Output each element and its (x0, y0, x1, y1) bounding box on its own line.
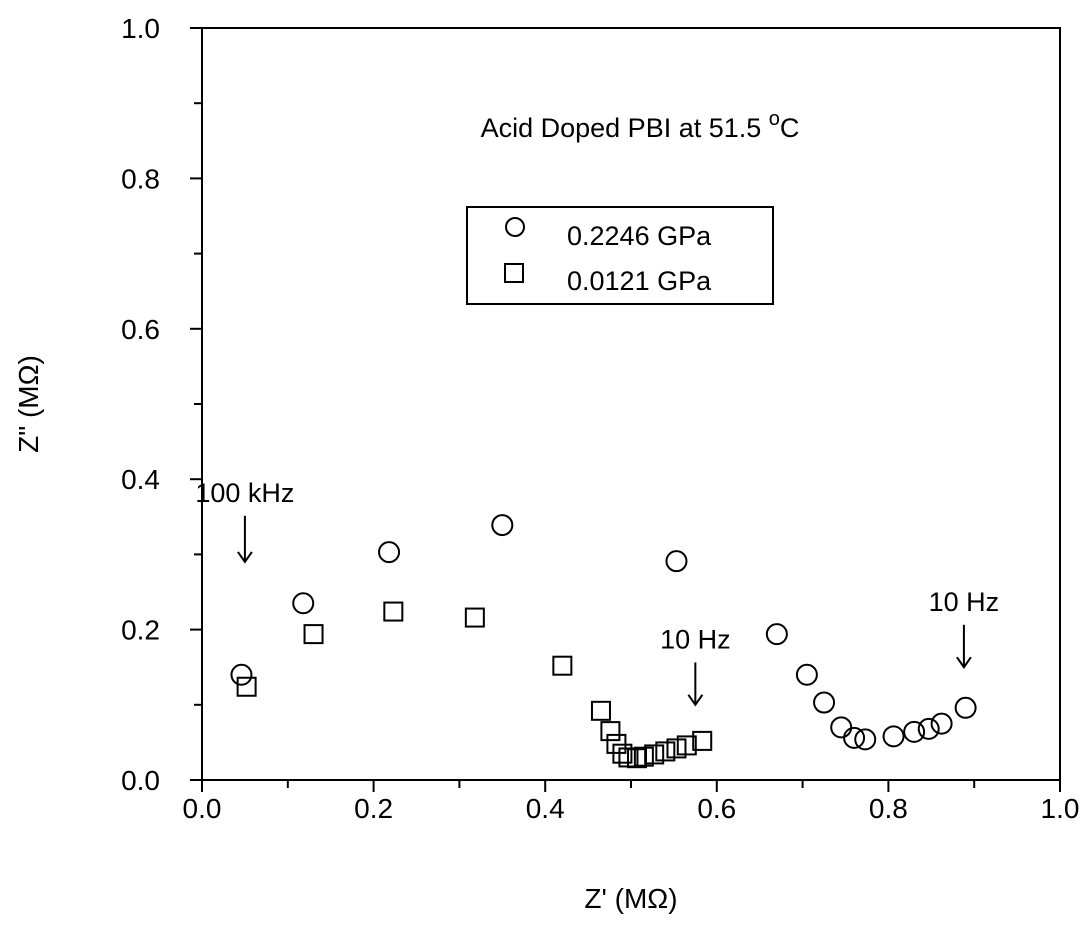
y-tick-labels: 0.0 0.2 0.4 0.6 0.8 1.0 (121, 13, 160, 796)
legend-square-marker (504, 263, 524, 283)
data-point-square (590, 700, 611, 721)
data-point-square (464, 607, 485, 628)
data-point-circle (491, 514, 514, 537)
x-tick-label: 1.0 (1041, 793, 1080, 824)
data-point-square (633, 746, 654, 767)
data-point-circle (930, 712, 953, 735)
x-tick-label: 0.8 (869, 793, 908, 824)
data-point-square (303, 624, 324, 645)
data-point-circle (292, 592, 315, 615)
data-point-circle (378, 541, 401, 564)
data-point-circle (954, 696, 977, 719)
data-point-square (236, 676, 257, 697)
y-axis-title: Z" (MΩ) (13, 355, 44, 453)
y-tick-label: 1.0 (121, 13, 160, 44)
data-point-circle (854, 728, 877, 751)
legend-label-series-1: 0.2246 GPa (567, 221, 712, 251)
series-circles (230, 514, 977, 751)
data-point-circle (230, 663, 253, 686)
x-tick-label: 0.0 (183, 793, 222, 824)
annotation-label: 10 Hz (929, 587, 1000, 617)
legend-circle-marker (505, 217, 525, 237)
data-point-circle (843, 726, 866, 749)
annotation-arrow-head (687, 694, 704, 707)
chart-title: Acid Doped PBI at 51.5 oC (481, 108, 800, 143)
y-tick-label: 0.6 (121, 314, 160, 345)
data-point-circle (903, 720, 926, 743)
data-point-circle (882, 725, 905, 748)
y-axis-ticks (190, 27, 202, 781)
data-point-square (552, 655, 573, 676)
chart-title-degree: o (769, 108, 780, 130)
data-point-circle (830, 716, 853, 739)
data-point-square (612, 743, 633, 764)
annotation-arrow-head (956, 656, 972, 669)
data-point-circle (917, 717, 940, 740)
legend-label-series-2: 0.0121 GPa (567, 266, 712, 296)
y-tick-label: 0.0 (121, 765, 160, 796)
data-point-circle (665, 550, 688, 573)
y-tick-label: 0.8 (121, 163, 160, 194)
annotation-label: 100 kHz (195, 478, 294, 508)
data-point-square (692, 730, 713, 751)
y-tick-label: 0.2 (121, 615, 160, 646)
chart-title-unit: C (780, 113, 800, 143)
y-tick-label: 0.4 (121, 464, 160, 495)
data-point-square (666, 738, 687, 759)
data-point-square (676, 735, 697, 756)
data-point-circle (765, 623, 788, 646)
annotations: 100 kHz 10 Hz 10 Hz (195, 478, 1000, 707)
data-point-circle (813, 691, 836, 714)
chart-title-main: Acid Doped PBI at 51.5 (481, 113, 769, 143)
annotation-label: 10 Hz (660, 624, 731, 654)
data-point-square (600, 721, 621, 742)
x-tick-label: 0.4 (526, 793, 565, 824)
x-tick-label: 0.6 (697, 793, 736, 824)
x-axis-ticks (201, 780, 1061, 792)
series-squares (236, 601, 713, 769)
data-point-circle (795, 663, 818, 686)
legend-box (466, 206, 774, 305)
data-point-square (644, 744, 665, 765)
legend: 0.2246 GPa 0.0121 GPa (466, 206, 774, 305)
annotation-arrow-head (237, 551, 253, 564)
x-tick-labels: 0.0 0.2 0.4 0.6 0.8 1.0 (183, 793, 1080, 824)
x-axis-title: Z' (MΩ) (584, 883, 677, 914)
x-tick-label: 0.2 (354, 793, 393, 824)
data-point-square (383, 601, 404, 622)
data-point-square (655, 741, 676, 762)
